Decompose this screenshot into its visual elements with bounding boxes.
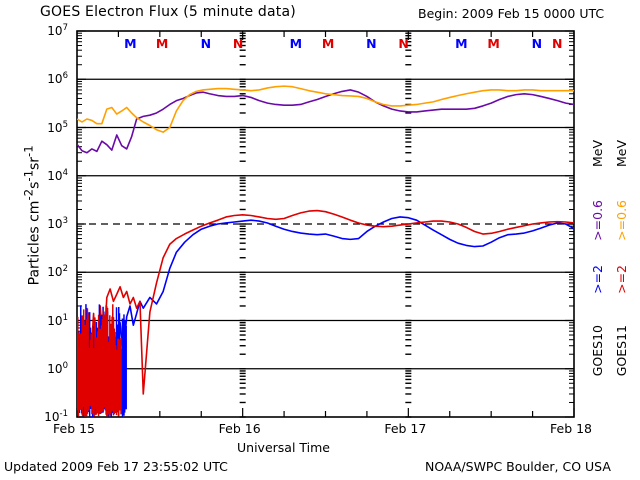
x-axis-label: Universal Time [237,440,330,455]
event-marker-n: N [200,36,212,51]
event-marker-n: N [398,36,409,51]
legend-goes10-2mev: >=2 [590,265,605,294]
y-tick-label: 103 [47,216,68,231]
legend-goes10-unit: MeV [590,140,605,168]
plot-frame [76,30,575,418]
x-tick-label: Feb 16 [218,421,261,436]
event-marker-m: M [321,36,335,51]
event-marker-n: N [552,36,563,51]
y-tick-label: 102 [47,264,68,280]
page-title: GOES Electron Flux (5 minute data) [40,4,296,20]
legend-goes11-06mev: >=0.6 [614,200,629,241]
noise-floor [77,304,122,417]
event-marker-n: N [232,36,244,51]
legend-goes11-sat: GOES11 [614,325,629,377]
y-tick-label: 10-1 [44,409,68,424]
event-marker-n: N [366,36,377,51]
series-line [77,89,574,154]
series-line [77,85,574,133]
y-tick-label: 107 [47,23,68,38]
x-tick-label: Feb 15 [53,421,96,436]
x-tick-label: Feb 17 [384,421,427,436]
event-marker-m: M [155,36,169,51]
y-tick-label: 105 [47,119,68,135]
updated-timestamp: Updated 2009 Feb 17 23:55:02 UTC [4,459,228,474]
event-marker-m: M [124,36,137,51]
legend-goes10-06mev: >=0.6 [590,200,605,241]
event-marker-m: M [487,36,500,51]
series-line [77,209,574,395]
event-marker-m: M [289,36,303,51]
y-tick-label: 104 [47,167,68,183]
y-tick-label: 101 [47,312,68,328]
event-marker-n: N [531,36,543,51]
legend-goes11-2mev: >=2 [614,265,629,294]
legend-goes10-sat: GOES10 [590,325,605,377]
legend-goes11-unit: MeV [614,140,629,168]
series-line [77,216,574,404]
begin-time-label: Begin: 2009 Feb 15 0000 UTC [418,6,605,21]
event-marker-m: M [455,36,468,51]
agency-label: NOAA/SWPC Boulder, CO USA [425,459,611,474]
y-tick-label: 100 [47,360,68,376]
y-tick-label: 106 [47,71,68,87]
x-tick-label: Feb 18 [550,421,593,436]
